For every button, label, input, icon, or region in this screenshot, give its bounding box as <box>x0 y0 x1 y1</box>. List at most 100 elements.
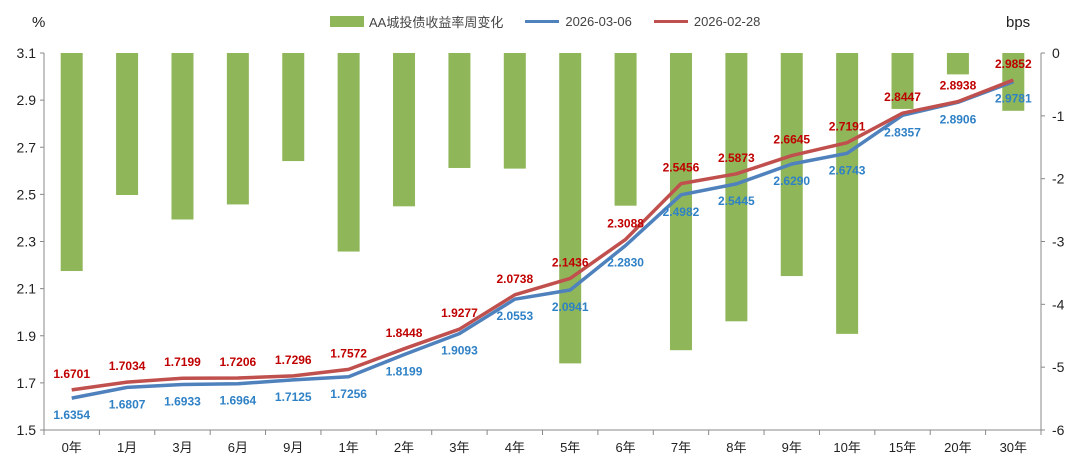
label-line1-0: 1.6354 <box>53 408 90 422</box>
label-line2-3: 1.7206 <box>220 355 257 369</box>
x-tick-label-17: 30年 <box>1000 440 1027 455</box>
right-tick-label-1: -1 <box>1052 108 1065 124</box>
bar-4 <box>282 53 305 162</box>
label-line1-17: 2.9781 <box>995 92 1032 106</box>
x-tick-label-0: 0年 <box>62 440 82 455</box>
x-tick-label-15: 15年 <box>889 440 916 455</box>
label-line1-13: 2.6290 <box>773 174 810 188</box>
label-line2-16: 2.8938 <box>940 79 977 93</box>
series-line-2 <box>71 78 1014 392</box>
left-tick-label-6: 2.7 <box>17 139 37 155</box>
bar-6 <box>393 53 416 207</box>
right-tick-label-0: 0 <box>1052 45 1060 61</box>
bar-14 <box>836 53 859 334</box>
label-line2-11: 2.5456 <box>663 161 700 175</box>
left-tick-label-4: 2.3 <box>17 234 37 250</box>
label-line1-10: 2.2830 <box>607 256 644 270</box>
x-tick-label-13: 9年 <box>782 440 802 455</box>
label-line1-15: 2.8357 <box>884 125 921 139</box>
bar-9 <box>559 53 582 364</box>
bar-8 <box>503 53 526 169</box>
legend-item-line2: 2026-02-28 <box>653 14 761 29</box>
label-line1-9: 2.0941 <box>552 300 589 314</box>
label-line1-6: 1.8199 <box>386 365 423 379</box>
x-tick-label-12: 8年 <box>726 440 746 455</box>
bar-16 <box>946 53 969 75</box>
x-tick-label-6: 2年 <box>394 440 414 455</box>
right-tick-label-3: -3 <box>1052 234 1065 250</box>
right-tick-label-6: -6 <box>1052 422 1065 438</box>
left-tick-label-3: 2.1 <box>17 281 37 297</box>
bar-2 <box>171 53 194 220</box>
legend-swatch-bar <box>330 16 364 27</box>
label-line1-14: 2.6743 <box>829 163 866 177</box>
bar-0 <box>60 53 83 272</box>
label-line2-4: 1.7296 <box>275 353 312 367</box>
label-line2-2: 1.7199 <box>164 355 201 369</box>
label-line2-12: 2.5873 <box>718 151 755 165</box>
legend-item-bar: AA城投债收益率周变化 <box>330 12 503 31</box>
right-tick-label-5: -5 <box>1052 359 1065 375</box>
label-line1-3: 1.6964 <box>220 394 257 408</box>
label-line2-10: 2.3088 <box>607 216 644 230</box>
x-tick-label-9: 5年 <box>560 440 580 455</box>
left-tick-label-0: 1.5 <box>17 422 37 438</box>
legend-swatch-line2 <box>653 20 688 23</box>
left-tick-label-7: 2.9 <box>17 92 37 108</box>
bar-12 <box>725 53 748 322</box>
label-line2-1: 1.7034 <box>109 359 146 373</box>
label-line2-9: 2.1436 <box>552 255 589 269</box>
right-tick-label-2: -2 <box>1052 171 1065 187</box>
right-axis-unit: bps <box>1006 14 1031 31</box>
legend-item-line1: 2026-03-06 <box>525 14 632 29</box>
x-tick-label-2: 3月 <box>172 440 192 455</box>
bar-15 <box>891 53 914 109</box>
label-line1-5: 1.7256 <box>330 387 367 401</box>
x-tick-label-16: 20年 <box>944 440 971 455</box>
x-tick-label-11: 7年 <box>671 440 691 455</box>
label-line2-8: 2.0738 <box>496 272 533 286</box>
left-axis-unit: % <box>32 14 46 31</box>
bar-10 <box>614 53 637 206</box>
label-line2-6: 1.8448 <box>386 326 423 340</box>
legend-label-bar: AA城投债收益率周变化 <box>369 15 504 30</box>
label-line2-17: 2.9852 <box>995 57 1032 71</box>
label-line2-0: 1.6701 <box>53 367 90 381</box>
label-line2-7: 1.9277 <box>441 306 478 320</box>
bar-1 <box>116 53 139 196</box>
bar-5 <box>337 53 360 252</box>
x-tick-label-5: 1年 <box>339 440 359 455</box>
label-line2-15: 2.8447 <box>884 90 921 104</box>
bar-11 <box>669 53 692 351</box>
chart-legend: AA城投债收益率周变化 2026-03-06 2026-02-28 <box>330 12 782 31</box>
legend-label-line2: 2026-02-28 <box>693 14 761 29</box>
legend-label-line1: 2026-03-06 <box>565 14 632 29</box>
x-tick-label-7: 3年 <box>449 440 469 455</box>
x-tick-label-3: 6月 <box>228 440 248 455</box>
right-tick-label-4: -4 <box>1052 296 1065 312</box>
label-line1-8: 2.0553 <box>496 309 533 323</box>
label-line1-11: 2.4982 <box>663 205 700 219</box>
legend-swatch-line1 <box>525 20 560 23</box>
label-line1-2: 1.6933 <box>164 394 201 408</box>
label-line1-12: 2.5445 <box>718 194 755 208</box>
bar-3 <box>226 53 249 205</box>
label-line2-13: 2.6645 <box>773 133 810 147</box>
label-line1-4: 1.7125 <box>275 390 312 404</box>
x-tick-label-8: 4年 <box>505 440 525 455</box>
label-line1-1: 1.6807 <box>109 397 146 411</box>
left-tick-label-5: 2.5 <box>17 186 37 202</box>
left-tick-label-2: 1.9 <box>17 328 37 344</box>
x-tick-label-1: 1月 <box>117 440 137 455</box>
label-line2-14: 2.7191 <box>829 120 866 134</box>
x-tick-label-4: 9月 <box>283 440 303 455</box>
label-line1-16: 2.8906 <box>940 112 977 126</box>
left-tick-label-8: 3.1 <box>17 45 37 61</box>
label-line2-5: 1.7572 <box>330 346 367 360</box>
series-line-1 <box>71 80 1014 400</box>
label-line1-7: 1.9093 <box>441 344 478 358</box>
left-tick-label-1: 1.7 <box>17 375 37 391</box>
x-tick-label-10: 6年 <box>615 440 635 455</box>
bar-7 <box>448 53 471 168</box>
